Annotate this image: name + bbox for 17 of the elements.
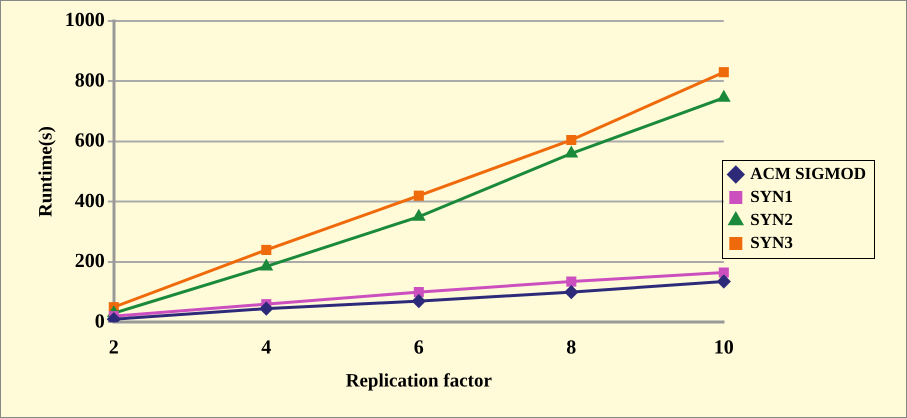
y-tick-label: 0	[94, 310, 105, 332]
y-tick-label: 600	[74, 130, 105, 152]
x-tick-label: 10	[714, 336, 734, 358]
legend-label: ACM SIGMOD	[750, 164, 866, 183]
x-tick-label: 6	[414, 336, 424, 358]
y-tick-label: 1000	[64, 9, 105, 32]
legend-label: SYN3	[750, 232, 793, 252]
y-tick-label: 400	[74, 190, 105, 212]
legend-label: SYN1	[750, 186, 793, 206]
y-tick-label: 800	[74, 69, 105, 92]
x-tick-label: 8	[566, 336, 576, 358]
x-tick-label: 2	[108, 336, 119, 358]
y-tick-label: 200	[74, 250, 105, 272]
x-axis-title: Replication factor	[346, 370, 492, 392]
x-tick-label: 4	[261, 336, 272, 358]
legend-label: SYN2	[750, 210, 793, 229]
y-axis-title: Runtime(s)	[35, 126, 56, 217]
